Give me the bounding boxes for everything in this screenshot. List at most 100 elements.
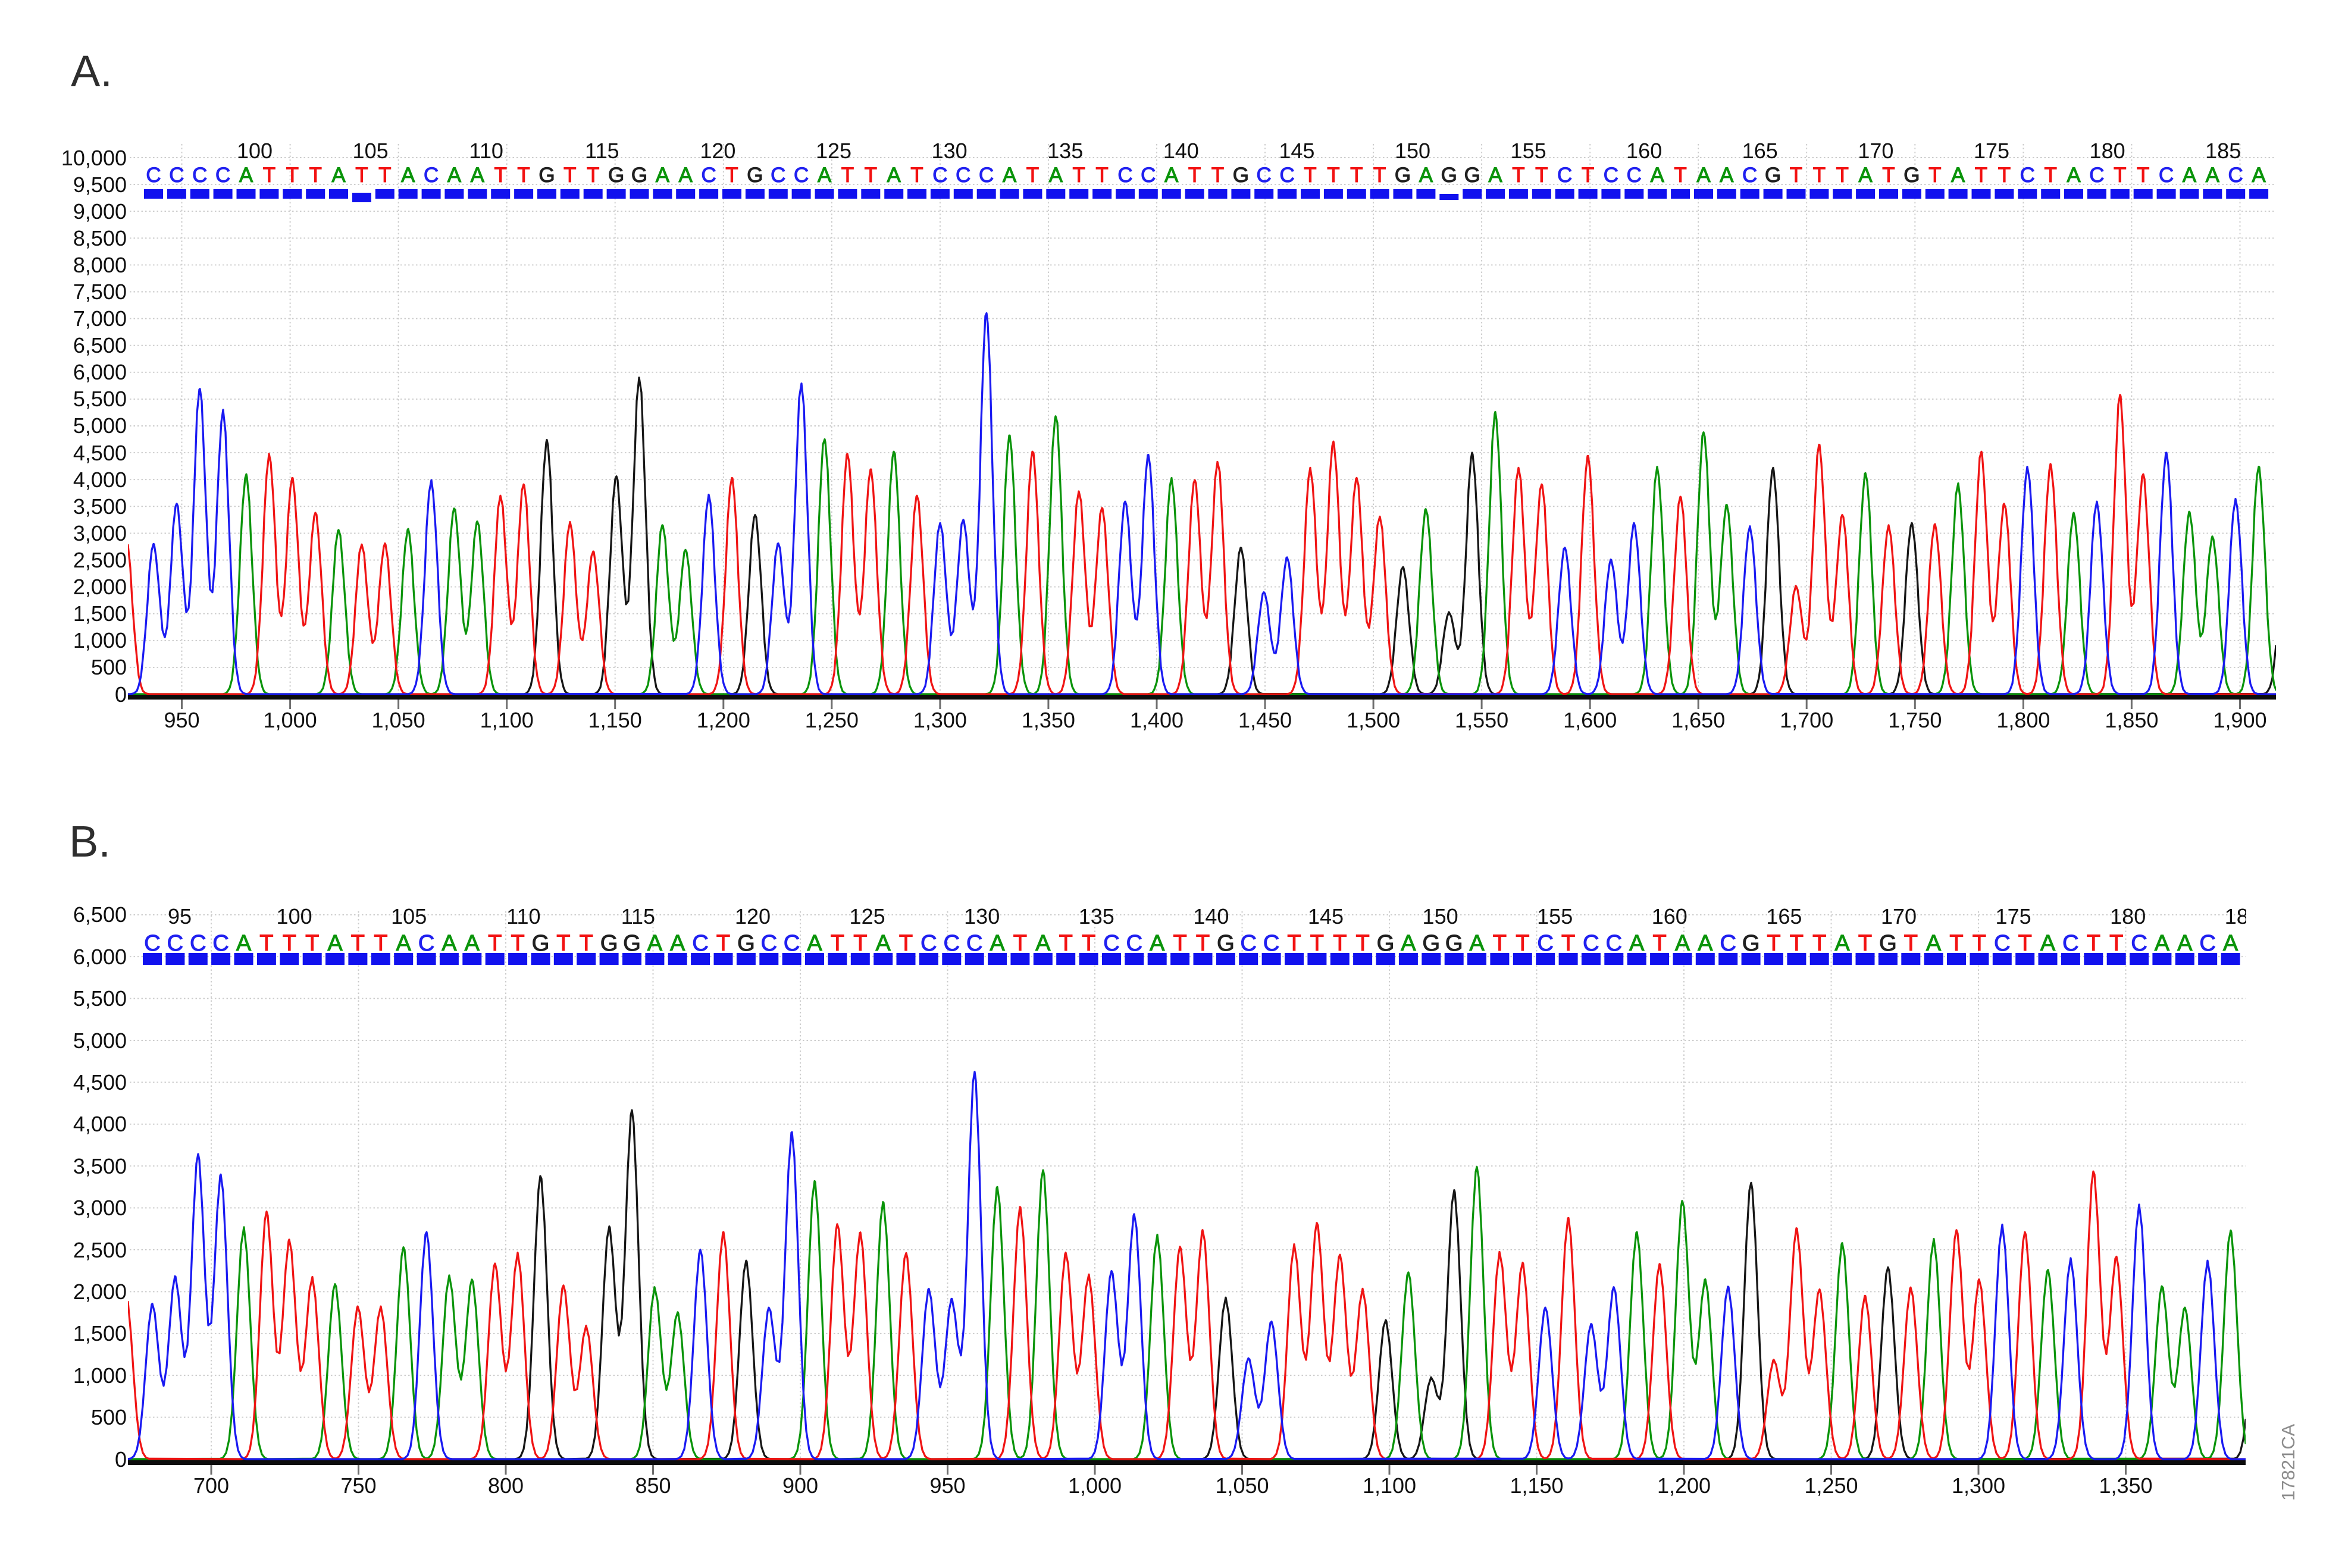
svg-text:A: A bbox=[1858, 164, 1873, 187]
svg-text:A: A bbox=[2177, 931, 2193, 956]
svg-text:1,300: 1,300 bbox=[913, 708, 967, 732]
svg-text:T: T bbox=[910, 164, 923, 187]
svg-text:160: 160 bbox=[1652, 904, 1687, 929]
svg-text:100: 100 bbox=[277, 904, 312, 929]
svg-text:C: C bbox=[1240, 931, 1256, 956]
svg-text:T: T bbox=[305, 931, 319, 956]
svg-text:T: T bbox=[1813, 164, 1826, 187]
svg-text:T: T bbox=[1512, 164, 1524, 187]
svg-text:A: A bbox=[471, 164, 485, 187]
svg-text:800: 800 bbox=[488, 1473, 524, 1498]
svg-text:1,200: 1,200 bbox=[1657, 1473, 1711, 1498]
svg-text:C: C bbox=[1583, 931, 1599, 956]
svg-text:T: T bbox=[556, 931, 570, 956]
svg-text:1,100: 1,100 bbox=[1363, 1473, 1416, 1498]
svg-text:T: T bbox=[488, 931, 502, 956]
svg-text:T: T bbox=[309, 164, 322, 187]
svg-text:T: T bbox=[1973, 931, 1986, 956]
svg-text:A: A bbox=[331, 164, 346, 187]
svg-text:A: A bbox=[2067, 164, 2081, 187]
svg-text:C: C bbox=[192, 164, 207, 187]
svg-text:140: 140 bbox=[1193, 904, 1229, 929]
svg-text:180: 180 bbox=[2090, 139, 2125, 163]
svg-text:C: C bbox=[932, 164, 947, 187]
svg-text:T: T bbox=[1059, 931, 1073, 956]
svg-text:1,700: 1,700 bbox=[1780, 708, 1833, 732]
svg-text:155: 155 bbox=[1537, 904, 1573, 929]
svg-text:T: T bbox=[1949, 931, 1963, 956]
svg-text:A: A bbox=[1696, 164, 1711, 187]
svg-text:T: T bbox=[1790, 931, 1804, 956]
svg-text:T: T bbox=[1327, 164, 1339, 187]
svg-text:1,600: 1,600 bbox=[1563, 708, 1617, 732]
svg-text:T: T bbox=[1188, 164, 1201, 187]
svg-text:950: 950 bbox=[164, 708, 199, 732]
svg-text:1,150: 1,150 bbox=[588, 708, 642, 732]
svg-text:1,050: 1,050 bbox=[1215, 1473, 1269, 1498]
svg-text:135: 135 bbox=[1079, 904, 1114, 929]
svg-text:C: C bbox=[1103, 931, 1119, 956]
svg-text:C: C bbox=[956, 164, 970, 187]
svg-text:T: T bbox=[1310, 931, 1324, 956]
svg-text:G: G bbox=[1742, 931, 1760, 956]
svg-text:950: 950 bbox=[929, 1473, 965, 1498]
svg-text:T: T bbox=[1790, 164, 1802, 187]
svg-text:T: T bbox=[286, 164, 299, 187]
svg-text:T: T bbox=[2109, 931, 2123, 956]
svg-text:T: T bbox=[378, 164, 391, 187]
svg-text:C: C bbox=[701, 164, 716, 187]
svg-text:T: T bbox=[1082, 931, 1095, 956]
svg-text:T: T bbox=[1582, 164, 1594, 187]
svg-text:A: A bbox=[401, 164, 415, 187]
svg-text:T: T bbox=[1652, 931, 1666, 956]
svg-text:C: C bbox=[167, 931, 183, 956]
svg-text:C: C bbox=[944, 931, 960, 956]
svg-text:A: A bbox=[1049, 164, 1063, 187]
svg-text:125: 125 bbox=[850, 904, 885, 929]
svg-text:T: T bbox=[1998, 164, 2011, 187]
svg-text:3,500: 3,500 bbox=[73, 1154, 127, 1178]
svg-text:165: 165 bbox=[1766, 904, 1802, 929]
svg-text:T: T bbox=[716, 931, 730, 956]
svg-text:G: G bbox=[1445, 931, 1463, 956]
svg-text:1,550: 1,550 bbox=[1455, 708, 1508, 732]
svg-text:8,000: 8,000 bbox=[73, 253, 127, 277]
svg-text:C: C bbox=[1604, 164, 1618, 187]
svg-text:T: T bbox=[1904, 931, 1918, 956]
svg-text:T: T bbox=[2114, 164, 2126, 187]
svg-text:C: C bbox=[771, 164, 785, 187]
svg-text:1,750: 1,750 bbox=[1888, 708, 1942, 732]
svg-text:105: 105 bbox=[353, 139, 389, 163]
svg-text:C: C bbox=[2159, 164, 2174, 187]
svg-text:T: T bbox=[2018, 931, 2032, 956]
svg-text:T: T bbox=[1173, 931, 1186, 956]
svg-text:G: G bbox=[1377, 931, 1395, 956]
svg-text:T: T bbox=[563, 164, 576, 187]
svg-text:8,500: 8,500 bbox=[73, 226, 127, 250]
svg-text:115: 115 bbox=[621, 904, 655, 929]
svg-text:A: A bbox=[1035, 931, 1051, 956]
svg-text:C: C bbox=[1537, 931, 1553, 956]
svg-text:145: 145 bbox=[1279, 139, 1314, 163]
svg-text:2,000: 2,000 bbox=[73, 575, 127, 599]
svg-text:160: 160 bbox=[1626, 139, 1662, 163]
svg-text:9,000: 9,000 bbox=[73, 199, 127, 224]
svg-text:A: A bbox=[1164, 164, 1179, 187]
svg-text:A: A bbox=[1675, 931, 1690, 956]
svg-text:1,250: 1,250 bbox=[805, 708, 859, 732]
svg-text:1,000: 1,000 bbox=[1068, 1473, 1122, 1498]
svg-text:A: A bbox=[2183, 164, 2197, 187]
svg-text:C: C bbox=[966, 931, 982, 956]
svg-text:T: T bbox=[1928, 164, 1941, 187]
svg-text:900: 900 bbox=[782, 1473, 818, 1498]
svg-text:1,000: 1,000 bbox=[73, 628, 127, 653]
svg-text:1,500: 1,500 bbox=[73, 601, 127, 626]
svg-text:C: C bbox=[784, 931, 800, 956]
svg-text:C: C bbox=[1627, 164, 1642, 187]
svg-text:A: A bbox=[2155, 931, 2170, 956]
svg-text:A: A bbox=[887, 164, 901, 187]
svg-text:5,000: 5,000 bbox=[73, 1028, 127, 1053]
svg-text:T: T bbox=[2045, 164, 2057, 187]
svg-text:C: C bbox=[1742, 164, 1757, 187]
svg-text:G: G bbox=[538, 164, 555, 187]
